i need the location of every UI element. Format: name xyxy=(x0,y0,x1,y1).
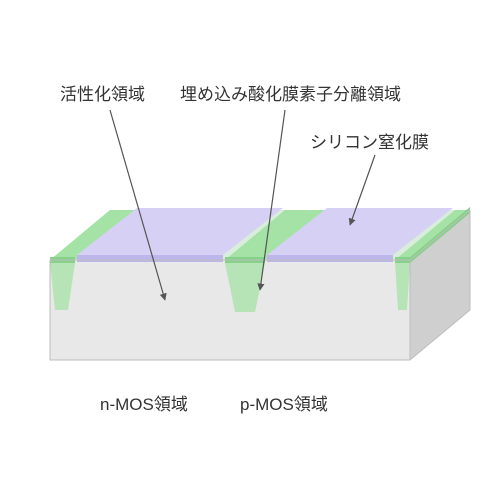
label-silicon-nitride: シリコン窒化膜 xyxy=(310,133,429,152)
label-isolation-region: 埋め込み酸化膜素子分離領域 xyxy=(180,85,401,104)
label-active-region: 活性化領域 xyxy=(60,85,145,104)
label-pmos: p-MOS領域 xyxy=(240,395,328,414)
nitride-right-front xyxy=(267,255,393,262)
nitride-left-front xyxy=(77,255,223,262)
diagram-canvas: 活性化領域 埋め込み酸化膜素子分離領域 シリコン窒化膜 n-MOS領域 p-MO… xyxy=(0,0,500,500)
label-nmos: n-MOS領域 xyxy=(100,395,188,414)
